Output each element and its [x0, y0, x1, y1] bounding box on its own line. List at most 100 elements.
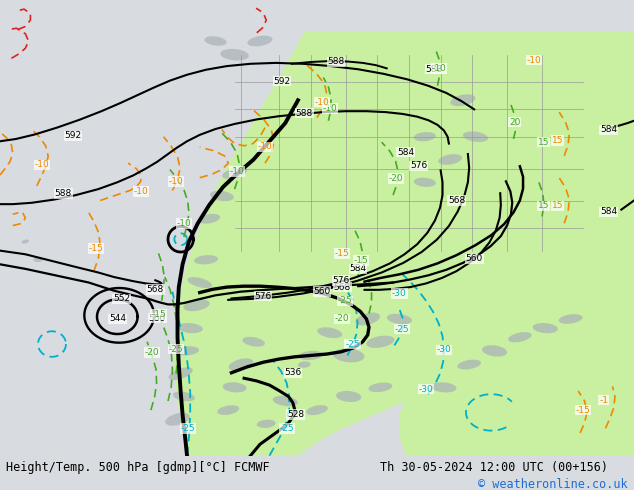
Text: 568: 568 [333, 283, 351, 292]
Text: -10: -10 [34, 160, 49, 170]
Text: -10: -10 [257, 142, 273, 151]
Ellipse shape [387, 314, 412, 324]
Text: 560: 560 [465, 254, 483, 263]
Ellipse shape [229, 358, 253, 371]
Text: -25: -25 [279, 424, 294, 433]
Text: -25: -25 [345, 340, 360, 348]
Text: 576: 576 [332, 276, 350, 285]
Ellipse shape [22, 240, 29, 244]
Text: -20: -20 [388, 174, 403, 183]
Text: 15: 15 [538, 201, 550, 211]
Text: © weatheronline.co.uk: © weatheronline.co.uk [478, 478, 628, 490]
Ellipse shape [247, 36, 273, 47]
Text: -10: -10 [526, 56, 541, 65]
Ellipse shape [205, 36, 226, 46]
Text: 588: 588 [295, 108, 313, 118]
Text: -10: -10 [169, 177, 184, 186]
Text: 588: 588 [55, 189, 72, 198]
Text: 15: 15 [538, 138, 550, 147]
Text: -30: -30 [436, 345, 451, 354]
Text: -15: -15 [576, 406, 591, 415]
Text: 568: 568 [448, 196, 465, 205]
Ellipse shape [183, 299, 210, 311]
Ellipse shape [33, 257, 43, 262]
Text: 568: 568 [146, 285, 164, 294]
Text: -15: -15 [354, 256, 369, 265]
Text: 592: 592 [273, 76, 291, 86]
Ellipse shape [559, 314, 583, 324]
Text: 536: 536 [284, 368, 302, 377]
Ellipse shape [223, 167, 247, 179]
Ellipse shape [336, 391, 361, 402]
Text: -25: -25 [337, 296, 353, 305]
Text: -10: -10 [133, 187, 148, 196]
Ellipse shape [188, 277, 212, 288]
Ellipse shape [299, 351, 323, 360]
Text: 588: 588 [327, 57, 345, 67]
Ellipse shape [242, 337, 265, 347]
Text: 528: 528 [287, 410, 304, 419]
Ellipse shape [463, 131, 488, 142]
Text: 560: 560 [148, 314, 166, 322]
Ellipse shape [178, 323, 203, 333]
Ellipse shape [414, 132, 436, 141]
Text: -10: -10 [322, 104, 337, 113]
Ellipse shape [221, 49, 249, 60]
Ellipse shape [198, 214, 220, 223]
Ellipse shape [368, 383, 392, 392]
Text: 20: 20 [509, 118, 521, 126]
Ellipse shape [317, 327, 342, 338]
Ellipse shape [194, 255, 218, 265]
Text: 544: 544 [109, 315, 126, 323]
Text: -15: -15 [335, 249, 350, 258]
Text: -20: -20 [335, 315, 350, 323]
Text: -15: -15 [151, 310, 166, 319]
Ellipse shape [457, 360, 481, 369]
Text: 15: 15 [552, 136, 564, 145]
Ellipse shape [533, 323, 558, 333]
Ellipse shape [333, 348, 365, 363]
Text: -10: -10 [176, 219, 191, 228]
Ellipse shape [273, 396, 298, 406]
Text: 576: 576 [410, 161, 427, 171]
Ellipse shape [431, 382, 456, 392]
Text: 15: 15 [552, 201, 564, 211]
Ellipse shape [210, 191, 234, 201]
Text: -10: -10 [314, 98, 330, 107]
Text: 584: 584 [600, 125, 618, 134]
Text: Th 30-05-2024 12:00 UTC (00+156): Th 30-05-2024 12:00 UTC (00+156) [380, 461, 609, 474]
Text: -30: -30 [418, 385, 434, 393]
Text: 576: 576 [254, 292, 272, 301]
Ellipse shape [223, 382, 247, 392]
Ellipse shape [306, 405, 328, 415]
Text: 552: 552 [113, 294, 131, 303]
Text: 588: 588 [425, 65, 443, 74]
Ellipse shape [366, 336, 394, 348]
Text: -25: -25 [394, 324, 410, 334]
Ellipse shape [356, 313, 380, 325]
Text: 592: 592 [64, 131, 82, 140]
Ellipse shape [508, 332, 532, 343]
Text: 560: 560 [313, 287, 331, 296]
Polygon shape [174, 32, 634, 456]
Text: -30: -30 [392, 289, 407, 298]
Ellipse shape [438, 154, 462, 165]
Text: -10: -10 [431, 64, 446, 73]
Ellipse shape [414, 178, 436, 187]
Text: -25: -25 [181, 424, 196, 433]
Ellipse shape [257, 419, 276, 428]
Polygon shape [399, 273, 634, 456]
Text: -10: -10 [230, 167, 245, 176]
Ellipse shape [217, 405, 239, 415]
Text: -25: -25 [168, 344, 183, 354]
Ellipse shape [450, 94, 476, 106]
Text: 584: 584 [600, 207, 618, 217]
Text: -15: -15 [89, 244, 104, 253]
Text: 584: 584 [349, 265, 367, 273]
Text: Height/Temp. 500 hPa [gdmp][°C] FCMWF: Height/Temp. 500 hPa [gdmp][°C] FCMWF [6, 461, 270, 474]
Text: 584: 584 [397, 147, 415, 157]
Ellipse shape [482, 345, 507, 357]
Text: -1: -1 [599, 395, 608, 405]
Ellipse shape [298, 361, 311, 368]
Ellipse shape [173, 392, 195, 401]
